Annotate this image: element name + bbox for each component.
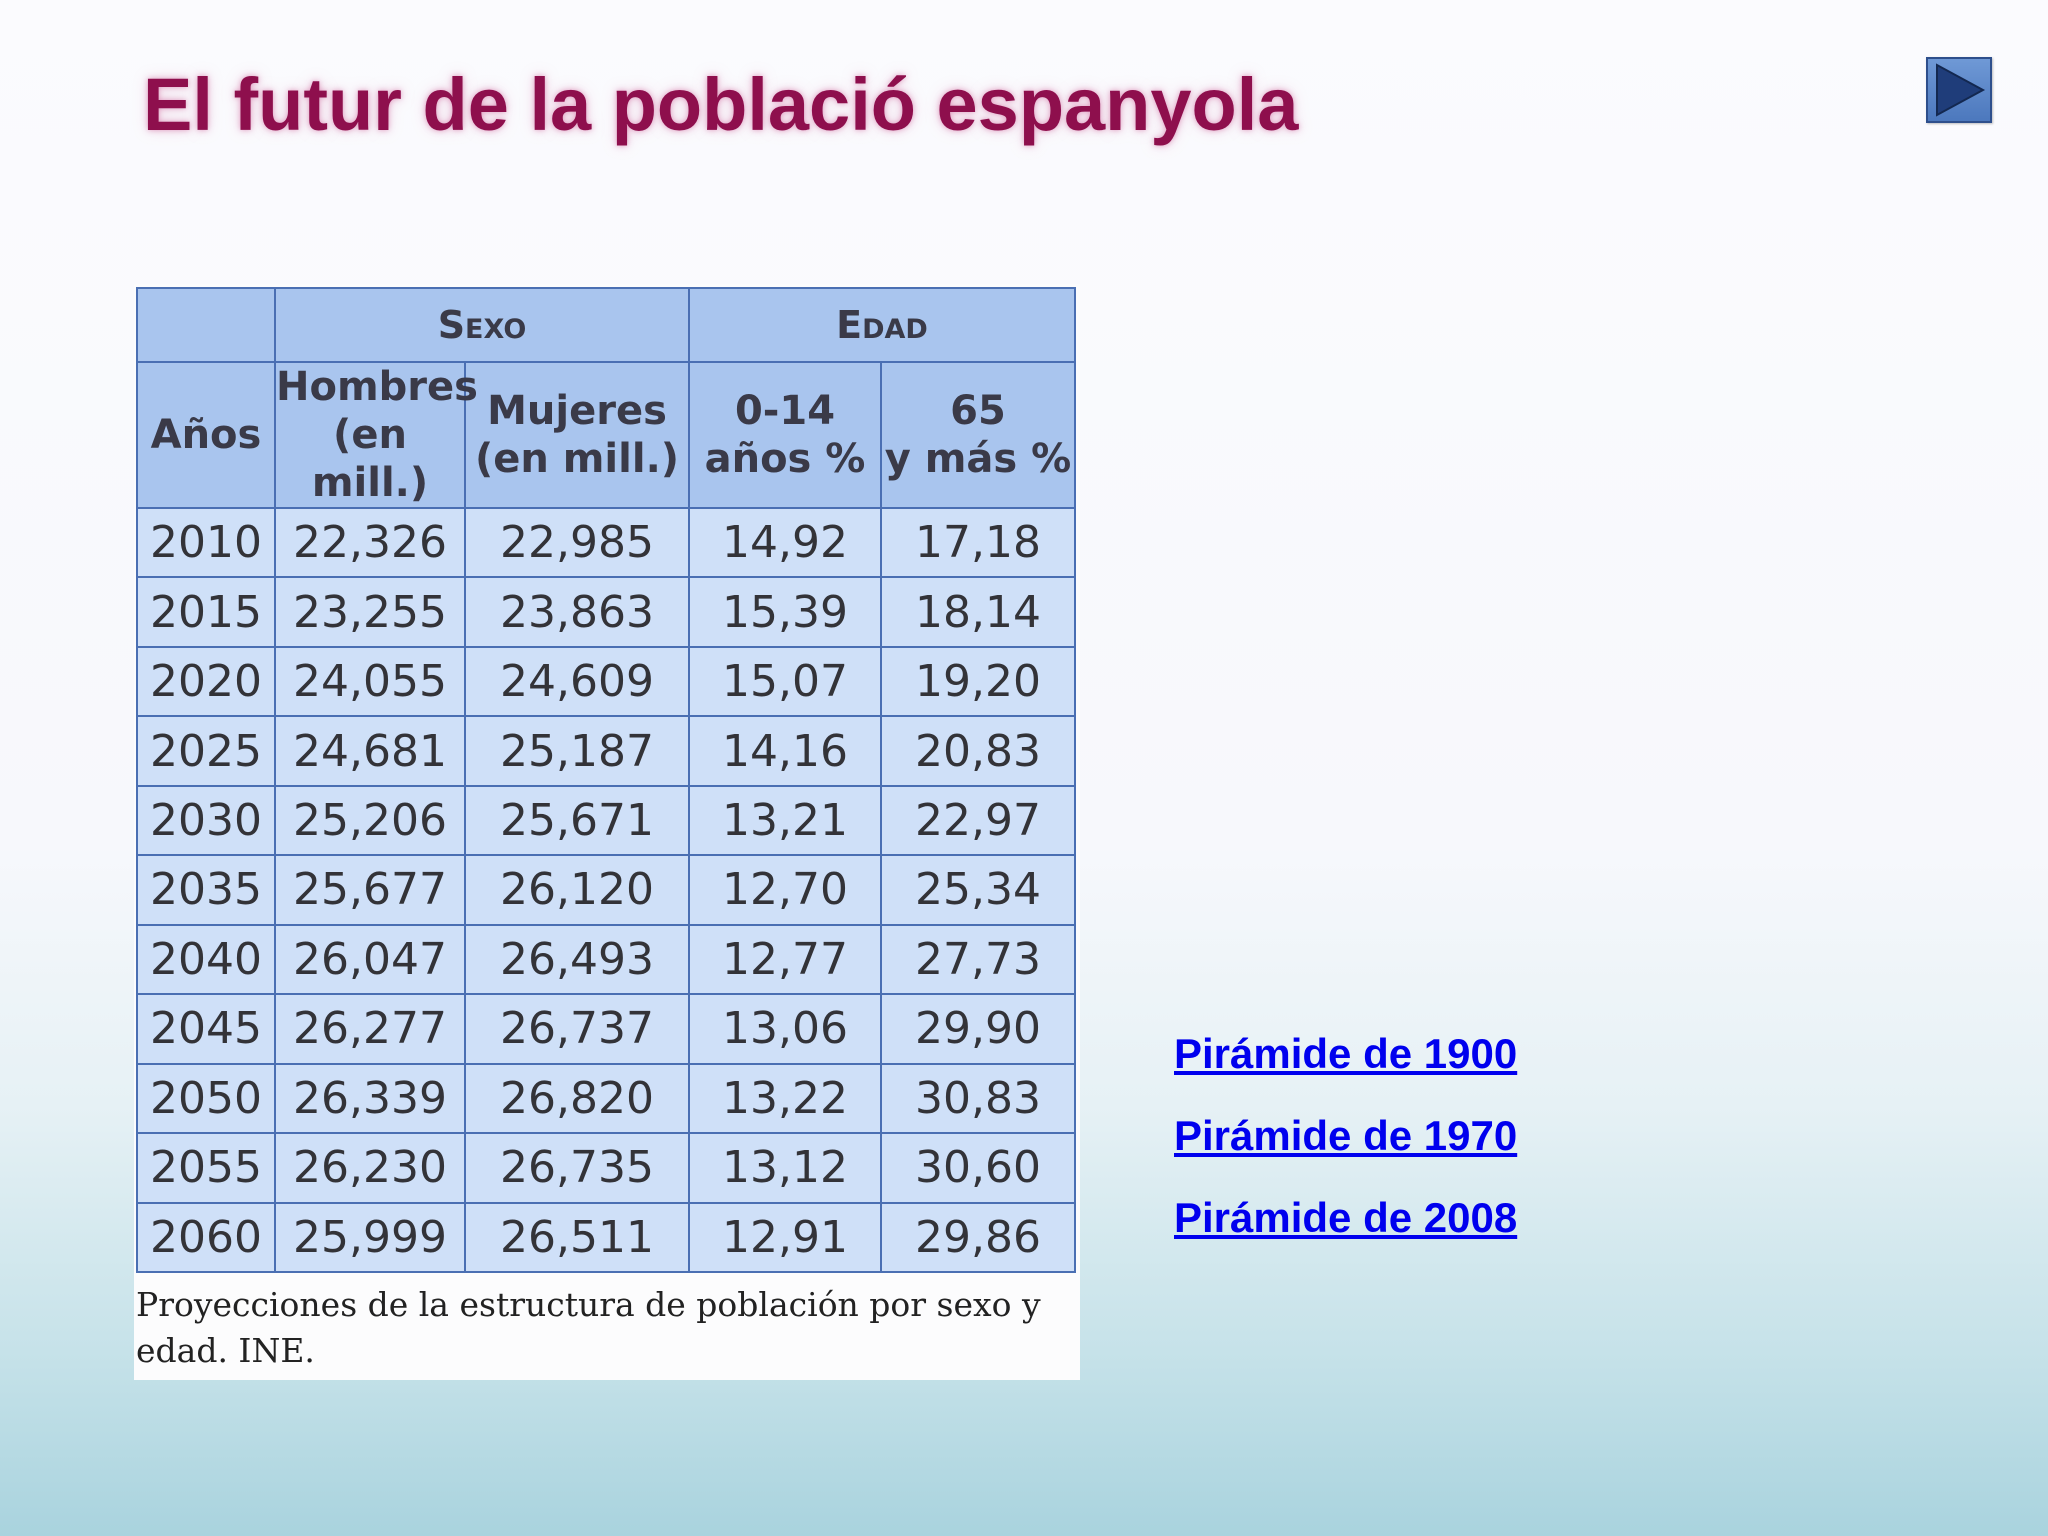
column-header-hombres: Hombres (en mill.) — [274, 361, 478, 509]
cell-0-14: 15,07 — [688, 645, 882, 718]
table-caption: Proyecciones de la estructura de poblaci… — [136, 1285, 1041, 1370]
cell-mujeres: 26,120 — [464, 854, 690, 926]
pyramid-links: Pirámide de 1900 Pirámide de 1970 Pirámi… — [1174, 1030, 1517, 1276]
play-triangle-icon — [1936, 63, 1986, 117]
cell-0-14: 13,06 — [688, 993, 882, 1065]
cell-hombres: 23,255 — [274, 576, 466, 648]
column-header-anos: Años — [136, 361, 276, 509]
cell-mujeres: 26,735 — [464, 1132, 690, 1204]
cell-year: 2030 — [136, 784, 276, 857]
cell-hombres: 22,326 — [274, 506, 466, 579]
cell-year: 2035 — [136, 854, 276, 926]
group-header-edad: Edad — [688, 287, 1076, 363]
population-projection-table: Sexo Edad Años Hombres (en mill.) Mujere… — [136, 287, 1076, 1274]
table-row: 2025 24,681 25,187 14,16 20,83 — [136, 715, 1076, 787]
cell-65-mas: 30,83 — [880, 1062, 1076, 1135]
cell-year: 2060 — [136, 1201, 276, 1274]
cell-65-mas: 17,18 — [880, 506, 1076, 579]
table-row: 2010 22,326 22,985 14,92 17,18 — [136, 506, 1076, 579]
link-piramide-1970[interactable]: Pirámide de 1970 — [1174, 1112, 1518, 1159]
slide-title: El futur de la població espanyola — [143, 63, 1299, 146]
cell-hombres: 24,681 — [274, 715, 466, 787]
cell-0-14: 14,16 — [688, 715, 882, 787]
cell-year: 2055 — [136, 1132, 276, 1204]
cell-mujeres: 26,493 — [464, 923, 690, 996]
cell-year: 2040 — [136, 923, 276, 996]
cell-65-mas: 27,73 — [880, 923, 1076, 996]
cell-hombres: 26,277 — [274, 993, 466, 1065]
cell-mujeres: 23,863 — [464, 576, 690, 648]
cell-year: 2050 — [136, 1062, 276, 1135]
cell-mujeres: 26,820 — [464, 1062, 690, 1135]
table-row: 2020 24,055 24,609 15,07 19,20 — [136, 645, 1076, 718]
column-header-mujeres: Mujeres (en mill.) — [464, 361, 690, 509]
table-row: 2050 26,339 26,820 13,22 30,83 — [136, 1062, 1076, 1135]
cell-0-14: 13,22 — [688, 1062, 882, 1135]
cell-65-mas: 22,97 — [880, 784, 1076, 857]
cell-mujeres: 22,985 — [464, 506, 690, 579]
next-slide-button[interactable] — [1926, 57, 1992, 123]
population-projection-figure: Sexo Edad Años Hombres (en mill.) Mujere… — [134, 284, 1080, 1380]
cell-hombres: 25,206 — [274, 784, 466, 857]
cell-hombres: 25,999 — [274, 1201, 466, 1274]
table-row: 2060 25,999 26,511 12,91 29,86 — [136, 1201, 1076, 1274]
cell-year: 2020 — [136, 645, 276, 718]
link-piramide-2008[interactable]: Pirámide de 2008 — [1174, 1194, 1518, 1241]
cell-hombres: 26,230 — [274, 1132, 466, 1204]
group-header-sexo: Sexo — [274, 287, 690, 363]
cell-hombres: 26,047 — [274, 923, 466, 996]
cell-65-mas: 18,14 — [880, 576, 1076, 648]
column-header-0-14: 0-14 años % — [688, 361, 882, 509]
cell-mujeres: 26,737 — [464, 993, 690, 1065]
cell-0-14: 12,77 — [688, 923, 882, 996]
cell-65-mas: 20,83 — [880, 715, 1076, 787]
cell-65-mas: 29,90 — [880, 993, 1076, 1065]
table-row: 2015 23,255 23,863 15,39 18,14 — [136, 576, 1076, 648]
cell-65-mas: 25,34 — [880, 854, 1076, 926]
cell-mujeres: 25,187 — [464, 715, 690, 787]
column-header-65-mas: 65 y más % — [880, 361, 1076, 509]
cell-0-14: 13,12 — [688, 1132, 882, 1204]
cell-0-14: 12,91 — [688, 1201, 882, 1274]
cell-0-14: 15,39 — [688, 576, 882, 648]
cell-65-mas: 19,20 — [880, 645, 1076, 718]
cell-0-14: 12,70 — [688, 854, 882, 926]
cell-65-mas: 29,86 — [880, 1201, 1076, 1274]
table-row: 2030 25,206 25,671 13,21 22,97 — [136, 784, 1076, 857]
cell-0-14: 14,92 — [688, 506, 882, 579]
cell-year: 2010 — [136, 506, 276, 579]
link-piramide-1900[interactable]: Pirámide de 1900 — [1174, 1030, 1518, 1077]
cell-mujeres: 26,511 — [464, 1201, 690, 1274]
cell-hombres: 24,055 — [274, 645, 466, 718]
cell-mujeres: 25,671 — [464, 784, 690, 857]
table-row: 2040 26,047 26,493 12,77 27,73 — [136, 923, 1076, 996]
header-corner — [136, 287, 276, 363]
cell-year: 2025 — [136, 715, 276, 787]
cell-year: 2015 — [136, 576, 276, 648]
cell-65-mas: 30,60 — [880, 1132, 1076, 1204]
table-row: 2045 26,277 26,737 13,06 29,90 — [136, 993, 1076, 1065]
cell-mujeres: 24,609 — [464, 645, 690, 718]
cell-year: 2045 — [136, 993, 276, 1065]
table-row: 2035 25,677 26,120 12,70 25,34 — [136, 854, 1076, 926]
cell-hombres: 25,677 — [274, 854, 466, 926]
table-row: 2055 26,230 26,735 13,12 30,60 — [136, 1132, 1076, 1204]
cell-hombres: 26,339 — [274, 1062, 466, 1135]
cell-0-14: 13,21 — [688, 784, 882, 857]
